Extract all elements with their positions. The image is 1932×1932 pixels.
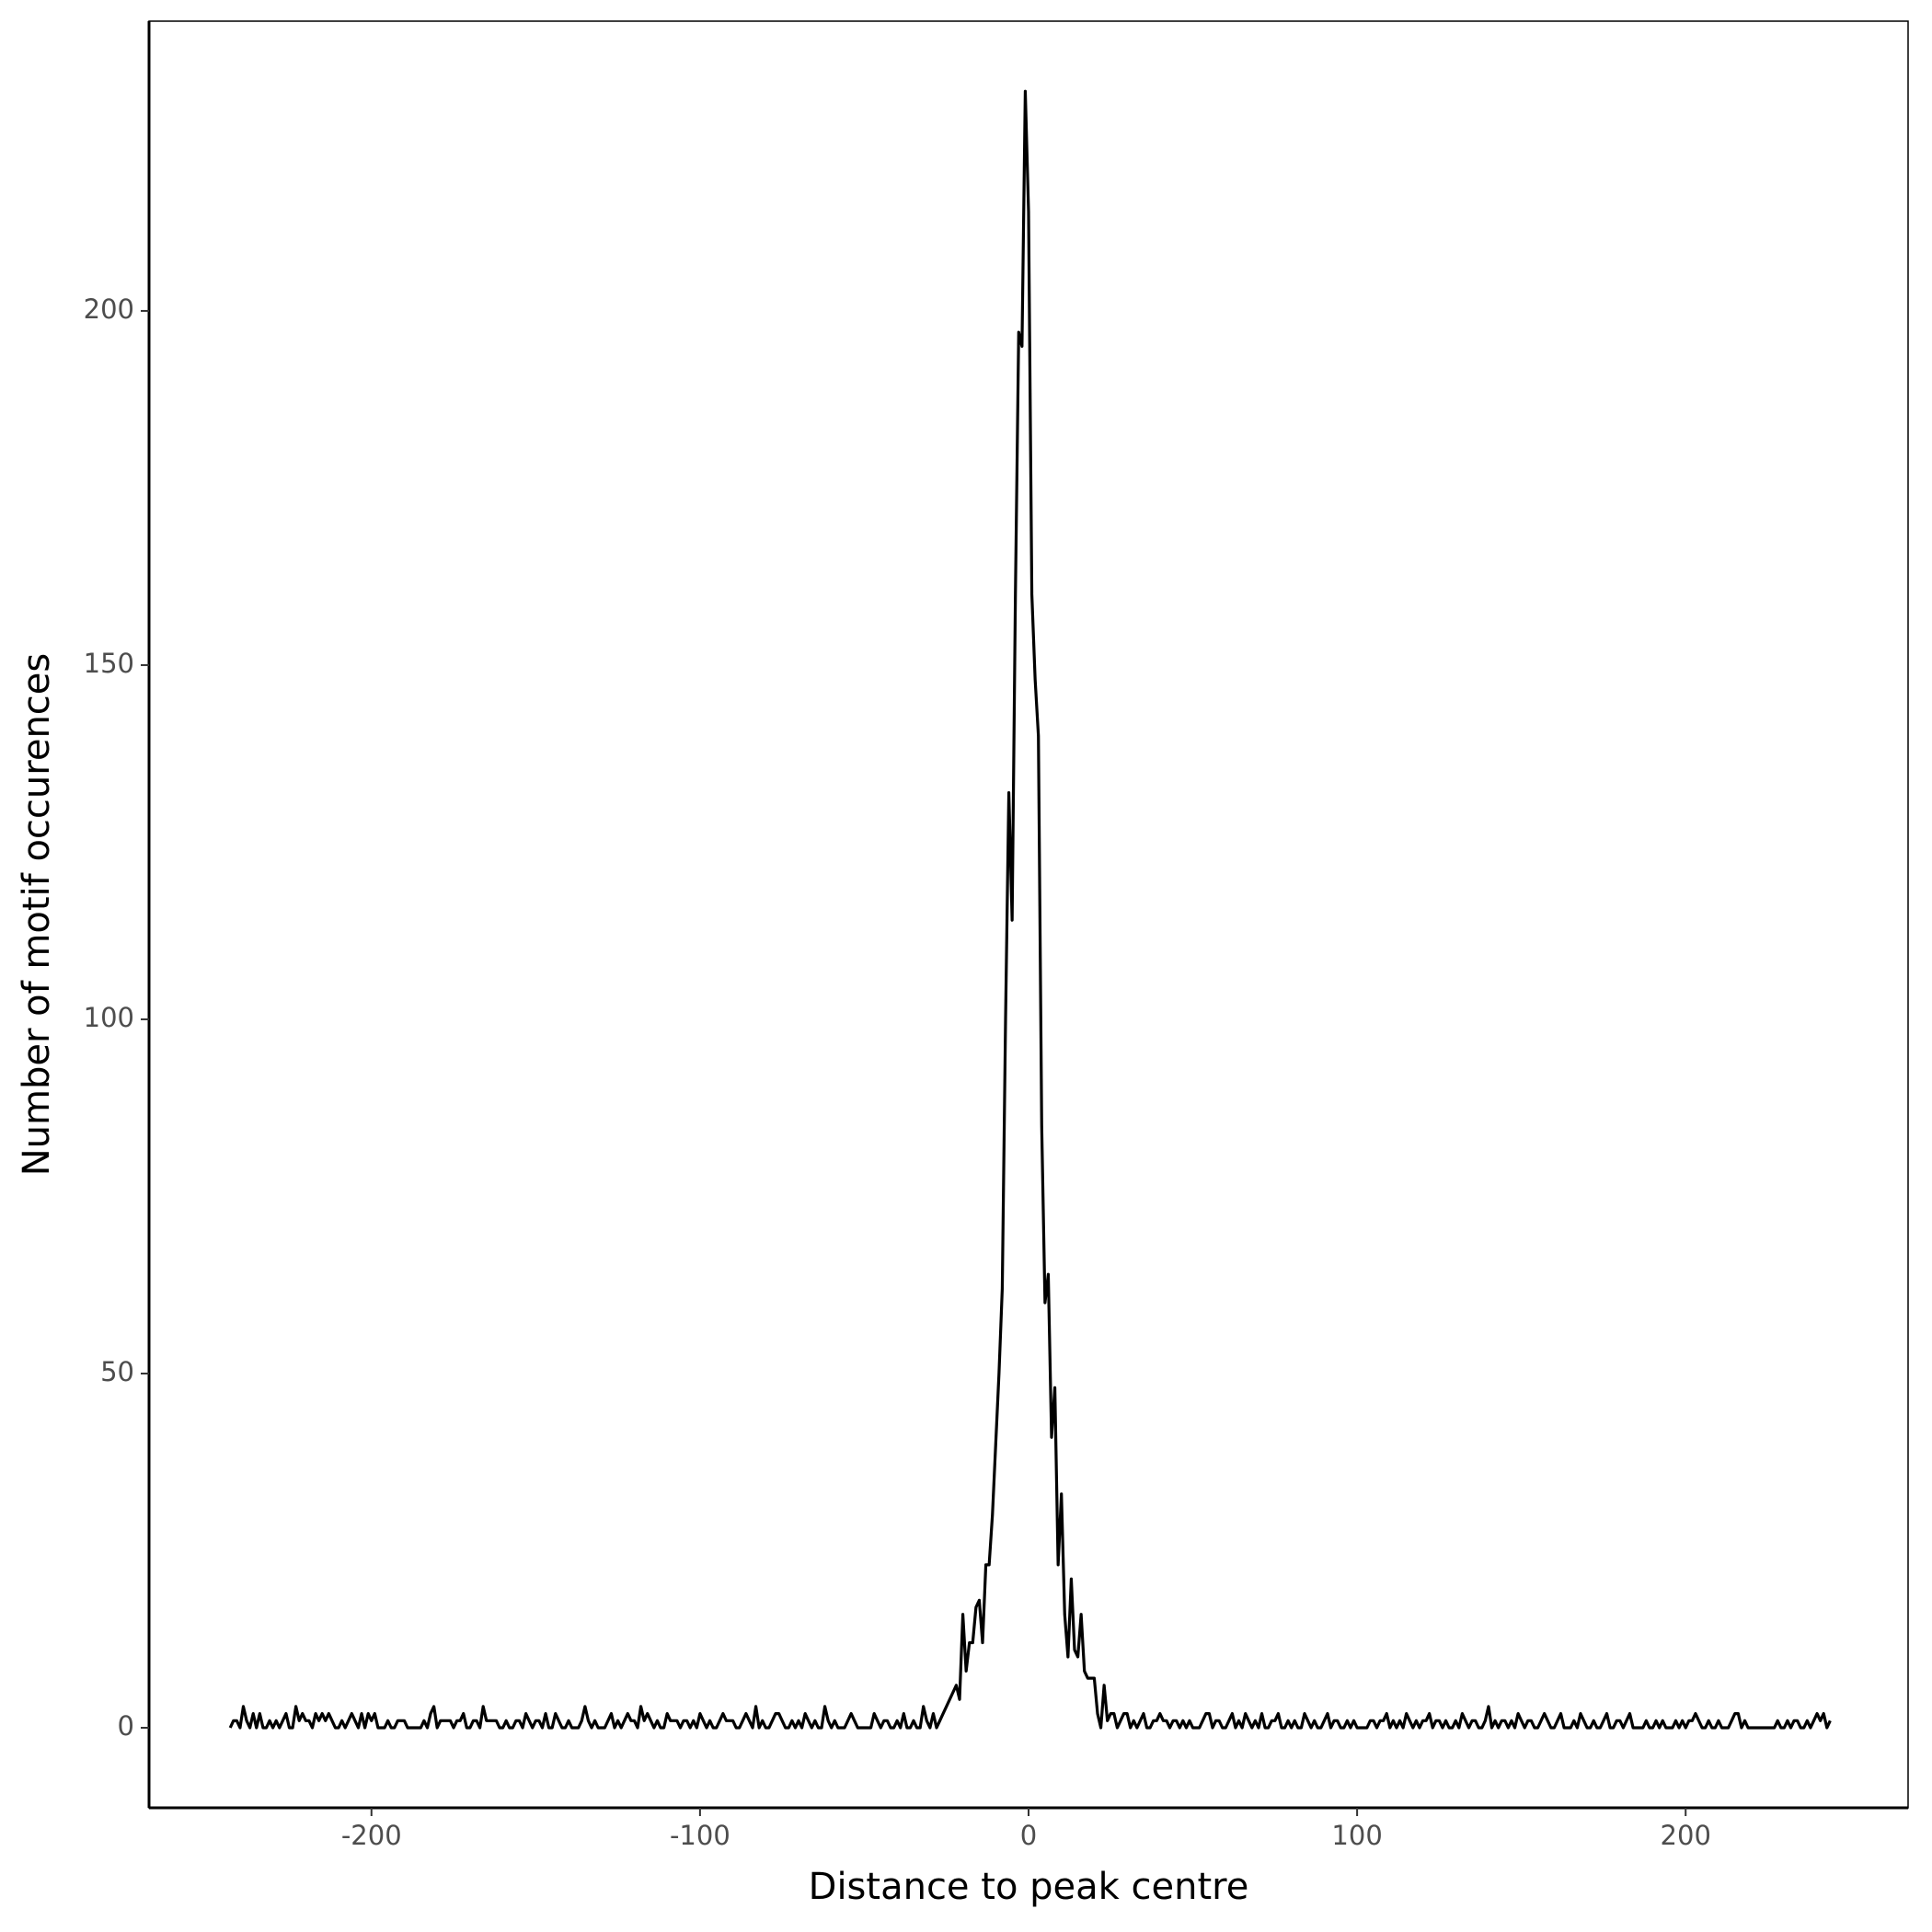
y-tick-label: 0 bbox=[118, 1710, 134, 1742]
y-axis-title: Number of motif occurences bbox=[16, 653, 58, 1176]
x-tick-label: 100 bbox=[1331, 1820, 1382, 1851]
x-tick-label: -100 bbox=[670, 1820, 730, 1851]
x-tick-label: 0 bbox=[1020, 1820, 1037, 1851]
data-line bbox=[228, 89, 1832, 1730]
y-tick-label: 100 bbox=[84, 1002, 134, 1033]
x-axis-title: Distance to peak centre bbox=[809, 1866, 1249, 1908]
y-tick-label: 50 bbox=[100, 1356, 134, 1387]
y-tick-label: 150 bbox=[84, 648, 134, 679]
x-tick-label: 200 bbox=[1661, 1820, 1711, 1851]
y-tick-label: 200 bbox=[84, 293, 134, 325]
x-tick-label: -200 bbox=[341, 1820, 402, 1851]
